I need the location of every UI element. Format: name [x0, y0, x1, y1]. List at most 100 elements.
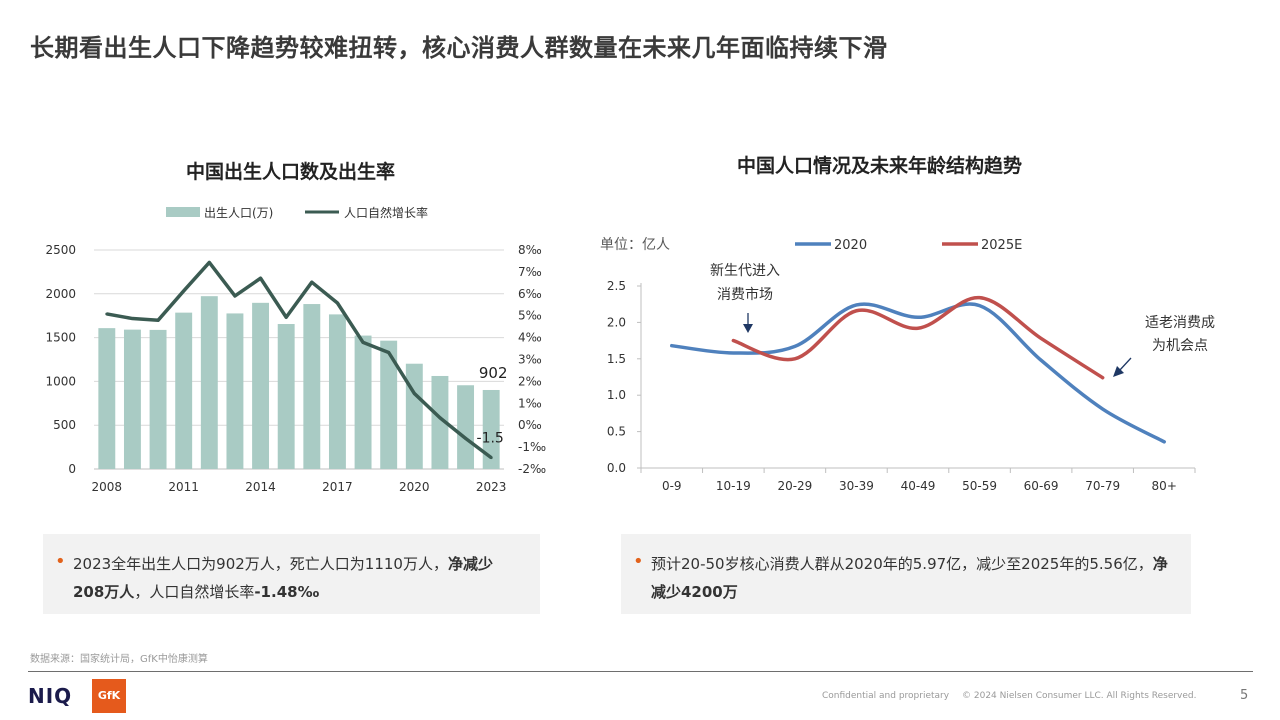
y-left-tick-label: 2000	[45, 287, 76, 301]
y-right-tick-label: 4‰	[518, 331, 542, 345]
footer-divider	[28, 671, 1253, 672]
y-right-tick-label: 0‰	[518, 418, 542, 432]
left-note-bold: 净减少208万人	[73, 555, 493, 601]
growth-rate-point	[207, 260, 211, 264]
birth-chart-title: 中国出生人口数及出生率	[186, 161, 396, 183]
page-number: 5	[1240, 688, 1249, 703]
y-right-tick-label: 8‰	[518, 243, 542, 257]
left-note-text-2: ，人口自然增长率	[134, 583, 255, 601]
legend-line-label: 人口自然增长率	[344, 205, 428, 220]
right-note-text: 预计20-50岁核心消费人群从2020年的5.97亿，减少至2025年的5.56…	[651, 555, 1153, 573]
age-chart-title: 中国人口情况及未来年龄结构趋势	[737, 155, 1023, 177]
copyright: © 2024 Nielsen Consumer LLC. All Rights …	[962, 691, 1197, 701]
x-tick-label: 2011	[168, 480, 199, 494]
bar	[252, 302, 270, 469]
birth-population-chart: 出生人口(万) 人口自然增长率 0 500 1000 1500 2000 2500 -2‰ -1‰…	[45, 205, 546, 494]
x-tick-label: 0-9	[662, 479, 682, 493]
bar	[354, 335, 372, 469]
growth-rate-point	[182, 289, 186, 293]
bar	[175, 312, 193, 469]
x-tick-label: 50-59	[962, 479, 997, 493]
gfk-logo: GfK	[92, 679, 126, 713]
x-tick-label: 30-39	[839, 479, 874, 493]
growth-rate-point	[489, 456, 493, 460]
bar	[277, 324, 295, 469]
y-tick-label: 0.0	[607, 461, 626, 475]
x-tick-label: 60-69	[1024, 479, 1059, 493]
bar	[98, 328, 116, 469]
y-right-tick-label: 3‰	[518, 353, 542, 367]
bar	[149, 329, 167, 469]
growth-rate-point	[105, 312, 109, 316]
y-left-tick-label: 1500	[45, 331, 76, 345]
y-tick-label: 0.5	[607, 425, 626, 439]
legend-label: 2025E	[981, 238, 1022, 253]
y-left-tick-label: 0	[68, 462, 76, 476]
legend-bar-label: 出生人口(万)	[204, 206, 273, 220]
growth-rate-point	[412, 391, 416, 395]
y-tick-label: 1.5	[607, 352, 626, 366]
right-note-box: • 预计20-50岁核心消费人群从2020年的5.97亿，减少至2025年的5.…	[621, 534, 1191, 614]
growth-rate-point	[361, 340, 365, 344]
data-source: 数据来源：国家统计局，GfK中怡康测算	[30, 654, 208, 665]
legend-label: 2020	[834, 238, 867, 253]
growth-rate-point	[233, 294, 237, 298]
x-tick-label: 20-29	[777, 479, 812, 493]
bar	[380, 340, 398, 469]
y-left-tick-label: 1000	[45, 374, 76, 388]
y-right-tick-label: -2‰	[518, 462, 546, 476]
y-tick-label: 2.0	[607, 315, 626, 329]
left-note-box: • 2023全年出生人口为902万人，死亡人口为1110万人，净减少208万人，…	[43, 534, 540, 614]
x-tick-label: 10-19	[716, 479, 751, 493]
bar	[405, 363, 423, 469]
y-tick-label: 2.5	[607, 279, 626, 293]
annotation-arrowhead	[1113, 366, 1124, 377]
annotation-text: 为机会点	[1152, 338, 1208, 354]
x-tick-label: 70-79	[1085, 479, 1120, 493]
y-right-tick-label: 2‰	[518, 374, 542, 388]
left-note-rate: -1.48‰	[254, 583, 320, 601]
growth-rate-point	[387, 350, 391, 354]
bullet-icon: •	[55, 551, 66, 572]
annotation-text: 消费市场	[717, 286, 773, 303]
page-title: 长期看出生人口下降趋势较难扭转，核心消费人群数量在未来几年面临持续下滑	[30, 34, 888, 62]
annotation-arrowhead	[743, 324, 753, 333]
right-note-bold: 净减少4200万	[651, 555, 1168, 601]
growth-rate-point	[464, 436, 468, 440]
niq-logo: NIQ	[28, 684, 73, 708]
x-tick-label: 80+	[1152, 479, 1177, 493]
line-data-label: -1.5	[477, 431, 504, 447]
y-tick-label: 1.0	[607, 388, 626, 402]
x-tick-label: 2020	[399, 480, 430, 494]
y-left-tick-label: 500	[53, 418, 76, 432]
bar	[457, 385, 475, 469]
annotation-text: 适老消费成	[1145, 315, 1215, 331]
bar	[226, 313, 244, 469]
growth-rate-point	[335, 301, 339, 305]
growth-rate-point	[438, 416, 442, 420]
y-right-tick-label: 5‰	[518, 309, 542, 323]
growth-rate-point	[284, 315, 288, 319]
bar	[328, 314, 346, 469]
unit-label: 单位：亿人	[600, 237, 670, 253]
bar	[200, 296, 218, 469]
x-tick-label: 40-49	[901, 479, 936, 493]
series-line-2025E	[731, 295, 1105, 380]
bullet-icon: •	[633, 551, 644, 572]
x-tick-label: 2017	[322, 480, 353, 494]
growth-rate-point	[156, 318, 160, 322]
growth-rate-point	[259, 276, 263, 280]
legend-bar-swatch	[166, 207, 200, 217]
x-tick-label: 2008	[92, 480, 123, 494]
bar	[303, 304, 321, 469]
x-tick-label: 2014	[245, 480, 276, 494]
y-right-tick-label: 1‰	[518, 396, 542, 410]
growth-rate-point	[310, 280, 314, 284]
annotation-arrow	[1118, 357, 1132, 372]
y-left-tick-label: 2500	[45, 243, 76, 257]
growth-rate-point	[130, 317, 134, 321]
age-structure-chart: 单位：亿人 2020 2025E 0.0 0.5 1.0 1.5 2.0 2.5 0-9 10-19…	[600, 237, 1215, 493]
bar-data-label: 902	[479, 364, 508, 382]
y-right-tick-label: 7‰	[518, 265, 542, 279]
x-tick-label: 2023	[476, 480, 507, 494]
